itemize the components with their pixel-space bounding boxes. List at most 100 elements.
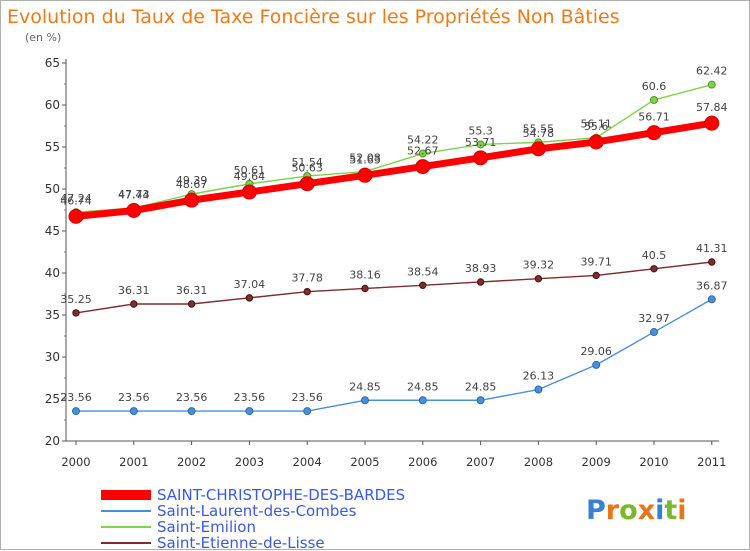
data-point [592,271,600,280]
data-point [245,294,254,302]
data-label: 23.56 [118,391,150,404]
data-point [303,287,311,296]
x-tick-label: 2005 [350,455,379,469]
legend: SAINT-CHRISTOPHE-DES-BARDESSaint-Laurent… [101,486,405,551]
data-label: 29.06 [580,345,612,358]
data-label: 38.93 [465,262,497,275]
data-label: 52.08 [349,152,381,165]
data-point [650,95,658,104]
data-label: 55.6 [584,120,609,133]
data-label: 46.74 [60,194,92,207]
series-3: 35.25 36.31 36.31 37.04 37.78 38.16 38.54 38.93… [60,242,728,317]
data-point [418,149,427,158]
data-point [473,150,489,166]
data-point [530,141,546,157]
x-tick-label: 2007 [466,455,495,469]
data-label: 23.56 [60,391,92,404]
data-point [650,328,658,337]
data-label: 60.6 [642,80,667,93]
data-point [241,184,257,200]
y-tick-label: 65 [45,56,60,70]
series-1: 23.56 23.56 23.56 23.56 23.56 24.85 24.85 24.85… [60,279,728,416]
data-point [303,407,312,416]
data-point [184,192,200,208]
data-label: 47.73 [118,188,150,201]
data-point [357,167,373,183]
data-label: 24.85 [407,380,439,393]
data-point [245,407,254,416]
data-label: 50.63 [291,162,323,175]
data-point [534,385,543,394]
data-label: 47.44 [118,189,150,202]
data-point [418,396,427,405]
series-line [75,119,713,220]
x-tick-label: 2008 [524,455,553,469]
data-point [646,125,662,141]
data-label: 62.42 [696,65,728,78]
data-label: 54.22 [407,134,439,147]
data-label: 47.24 [60,192,92,205]
data-point [534,275,543,283]
series-0: 46.74 47.44 48.67 49.64 50.63 51.63 52.67 53.71… [60,101,728,224]
data-point [187,407,196,416]
y-tick-label: 60 [45,98,60,112]
x-tick-label: 2010 [639,455,668,469]
data-point [361,396,369,405]
data-label: 26.13 [523,370,555,383]
data-label: 57.84 [696,101,728,114]
logo-letter: t [664,495,677,526]
y-tick-label: 20 [45,434,60,448]
data-label: 52.67 [407,145,439,158]
y-tick-label: 30 [45,350,60,364]
data-label: 38.54 [407,265,439,278]
data-label: 36.87 [696,279,728,292]
data-point [588,134,604,150]
x-tick-label: 2011 [697,455,726,469]
axes: 20 25 30 35 40 45 50 55 60 65 2000 2001 2002 2003 2004… [45,56,727,469]
data-label: 36.31 [176,284,208,297]
data-label: 24.85 [465,380,497,393]
x-tick-label: 2001 [119,455,148,469]
data-point [187,300,196,308]
data-point [129,407,138,416]
data-point [476,396,485,405]
x-tick-label: 2003 [235,455,264,469]
data-label: 36.31 [118,284,150,297]
data-label: 50.61 [234,164,266,177]
chart-subtitle: (en %) [25,31,61,44]
data-label: 23.56 [234,391,266,404]
x-tick-label: 2004 [293,455,322,469]
data-label: 56.71 [638,111,670,124]
proxiti-logo-text: Proxiti [586,495,687,526]
data-point [707,80,716,89]
data-point [704,115,720,131]
proxiti-logo: Proxiti [586,495,687,526]
legend-label: SAINT-CHRISTOPHE-DES-BARDES [157,486,405,504]
data-label: 39.32 [523,259,555,272]
data-label: 53.71 [465,136,497,149]
data-label: 54.78 [523,127,555,140]
data-label: 49.39 [176,174,208,187]
logo-letter: P [586,495,606,526]
data-point [72,407,80,416]
data-point [415,159,431,175]
y-tick-label: 35 [45,308,60,322]
data-label: 56.11 [580,118,612,131]
y-tick-label: 40 [45,266,60,280]
data-point [126,203,142,219]
data-point [707,295,716,304]
data-label: 55.55 [523,122,555,135]
data-label: 35.25 [60,293,92,306]
data-point [68,208,84,224]
chart-title: Evolution du Taux de Taxe Foncière sur l… [7,6,620,28]
data-label: 32.97 [638,312,670,325]
data-point [419,281,427,289]
data-label: 23.56 [176,391,208,404]
legend-label: Saint-Emilion [157,518,256,536]
logo-letter: x [638,495,655,526]
legend-label: Saint-Laurent-des-Combes [157,502,357,520]
data-label: 55.3 [468,124,493,137]
x-tick-label: 2002 [177,455,206,469]
y-tick-label: 50 [45,182,60,196]
